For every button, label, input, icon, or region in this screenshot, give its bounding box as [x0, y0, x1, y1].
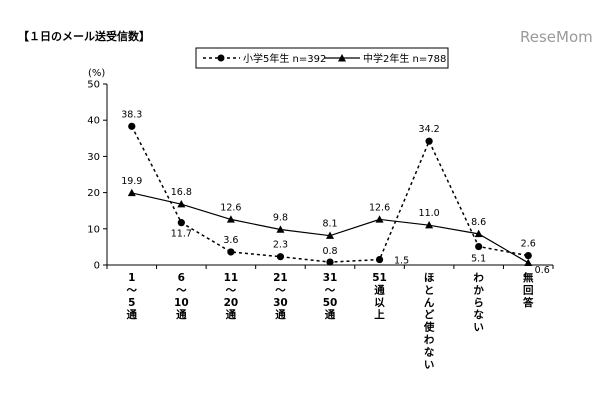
y-tick-label-4: 40 — [87, 116, 100, 127]
watermark-logo: ReseMom — [520, 28, 593, 46]
data-label-series-1-8: 2.6 — [521, 239, 536, 250]
series-2-point-1 — [177, 199, 186, 208]
data-label-series-2-6: 11.0 — [419, 208, 440, 219]
data-labels: 38.3 11.7 3.6 2.3 0.8 1.5 34.2 5.1 2.6 19.9 16.8 12… — [121, 109, 550, 275]
legend-label-series-1: 小学5年生 n=392 — [243, 52, 326, 65]
data-label-series-1-2: 3.6 — [223, 235, 238, 246]
series-2-point-5 — [375, 215, 384, 223]
data-label-series-1-4: 0.8 — [322, 246, 337, 257]
series-2-point-4 — [326, 231, 334, 239]
data-label-series-1-1: 11.7 — [171, 229, 192, 240]
data-label-series-1-3: 2.3 — [273, 240, 288, 251]
legend-label-series-2: 中学2年生 n=788 — [363, 52, 446, 65]
data-label-series-2-8: 0.6 — [535, 265, 550, 276]
series-layer — [127, 122, 533, 267]
legend-marker-series-2 — [338, 54, 346, 62]
category-label-3: 21 〜 30 通 — [273, 272, 288, 321]
series-1-point-6 — [425, 137, 433, 145]
data-label-series-2-0: 19.9 — [121, 176, 142, 187]
category-label-8: 無回答 — [522, 271, 534, 309]
y-tick-label-5: 50 — [87, 80, 100, 91]
data-label-series-2-7: 8.6 — [471, 217, 486, 228]
data-label-series-2-5: 12.6 — [369, 202, 390, 213]
legend-marker-series-1 — [217, 54, 225, 62]
y-tick-label-1: 10 — [87, 224, 100, 235]
y-tick-label-2: 20 — [87, 188, 100, 199]
data-label-series-1-7: 5.1 — [471, 254, 486, 265]
series-2-point-7 — [474, 229, 483, 238]
series-1-point-5 — [375, 255, 384, 264]
series-1-point-7 — [475, 242, 483, 251]
series-2-point-8 — [524, 258, 533, 267]
data-label-series-1-6: 34.2 — [419, 124, 440, 135]
series-2-point-6 — [425, 220, 434, 229]
data-label-series-2-4: 8.1 — [322, 219, 337, 230]
y-tick-label-0: 0 — [94, 261, 100, 272]
category-label-7: わからない — [473, 272, 484, 334]
category-label-6: ほとんど使わない — [423, 272, 435, 371]
category-label-0: 1 〜 5 通 — [127, 272, 138, 321]
category-label-2: 11 〜 20 通 — [224, 272, 239, 321]
series-1-point-2 — [227, 248, 235, 256]
category-label-4: 31 〜 50 通 — [323, 272, 338, 321]
y-tick-label-3: 30 — [87, 152, 100, 163]
y-axis-label: (%) — [88, 68, 105, 79]
series-1-point-1 — [177, 219, 185, 227]
category-label-1: 6 〜 10 通 — [174, 272, 189, 321]
legend-box — [195, 47, 449, 69]
axes: 0 10 20 30 40 50 — [87, 80, 554, 272]
data-label-series-2-3: 9.8 — [273, 213, 288, 224]
series-1-point-8 — [524, 251, 532, 260]
series-1-point-4 — [326, 258, 334, 266]
chart-title: 【１日のメール送受信数】 — [18, 29, 150, 43]
series-2-point-0 — [127, 188, 136, 197]
legend: 小学5年生 n=392 中学2年生 n=788 — [195, 47, 449, 69]
category-labels: 1 〜 5 通 6 〜 10 通 11 〜 20 通 21 〜 30 通 31 〜 50 通 51 通以上 ほとんど使わない… — [127, 271, 534, 371]
data-label-series-1-5: 1.5 — [394, 256, 409, 267]
series-2-point-2 — [226, 215, 235, 223]
category-label-5: 51 通以上 — [372, 272, 387, 321]
data-label-series-1-0: 38.3 — [121, 109, 142, 120]
series-2-point-3 — [276, 225, 285, 233]
series-1-point-3 — [276, 253, 285, 261]
series-1-point-0 — [128, 122, 136, 130]
data-label-series-2-1: 16.8 — [171, 187, 192, 198]
data-label-series-2-2: 12.6 — [220, 202, 241, 213]
